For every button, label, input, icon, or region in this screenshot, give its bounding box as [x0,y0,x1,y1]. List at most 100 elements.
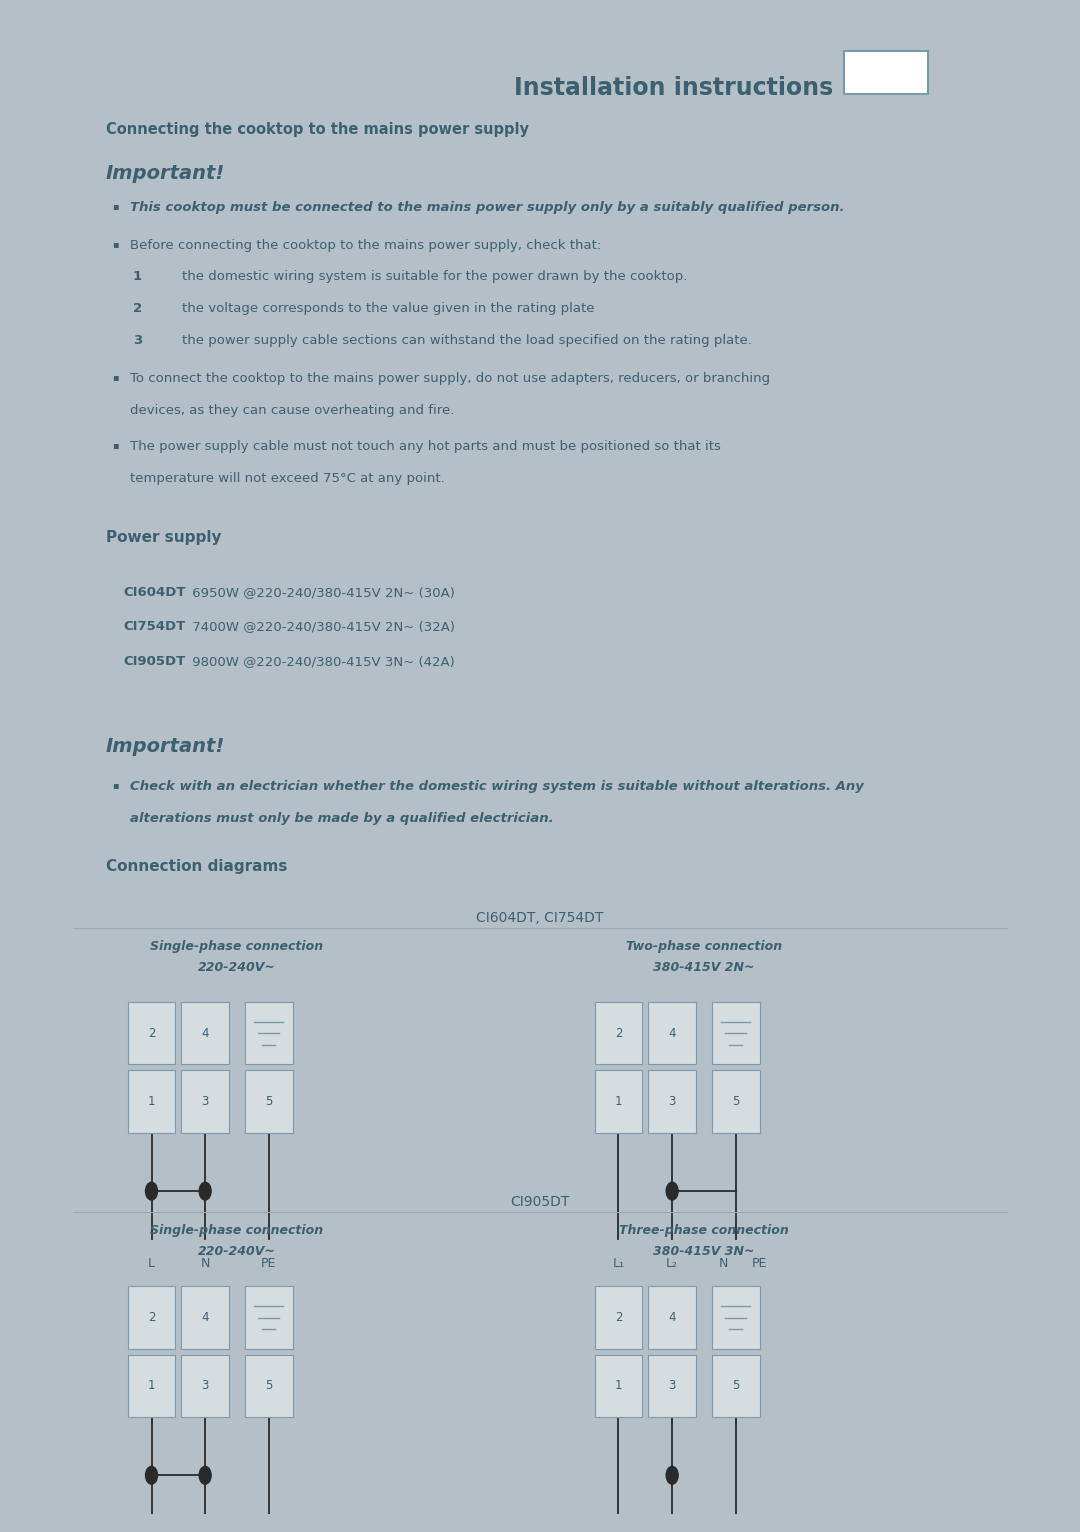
Text: 220-240V~: 220-240V~ [198,961,275,974]
Text: PE: PE [261,1256,276,1270]
Text: 4: 4 [201,1026,208,1040]
Text: 5: 5 [732,1379,740,1393]
Text: PE: PE [752,1256,767,1270]
Text: Power supply: Power supply [106,530,221,545]
Text: 1: 1 [133,271,141,283]
Text: Important!: Important! [106,164,225,182]
Bar [245,1002,293,1065]
Text: 5: 5 [732,1095,740,1108]
Text: 3: 3 [202,1379,208,1393]
Text: ▪: ▪ [111,780,119,791]
Bar [648,1002,696,1065]
Text: CI754DT: CI754DT [124,620,186,634]
Text: 4: 4 [669,1311,676,1324]
Bar [245,1354,293,1417]
Bar [245,1287,293,1348]
Bar [595,1002,643,1065]
Text: 380-415V 3N~: 380-415V 3N~ [653,1246,755,1258]
Text: 2: 2 [615,1311,622,1324]
Circle shape [199,1466,211,1485]
Text: 380-415V 2N~: 380-415V 2N~ [653,961,755,974]
Text: 9800W @220-240/380-415V 3N~ (42A): 9800W @220-240/380-415V 3N~ (42A) [188,656,455,668]
Circle shape [666,1183,678,1200]
Bar [648,1071,696,1132]
Text: Connection diagrams: Connection diagrams [106,859,287,873]
Text: L: L [148,1256,156,1270]
Circle shape [146,1183,158,1200]
Bar [648,1354,696,1417]
Bar [595,1071,643,1132]
Bar [181,1071,229,1132]
Text: 1: 1 [148,1379,156,1393]
Text: 4: 4 [669,1026,676,1040]
Bar [648,1287,696,1348]
Text: The power supply cable must not touch any hot parts and must be positioned so th: The power supply cable must not touch an… [130,440,720,453]
Text: ▪: ▪ [111,239,119,248]
Text: alterations must only be made by a qualified electrician.: alterations must only be made by a quali… [130,812,553,826]
Text: Single-phase connection: Single-phase connection [150,941,324,953]
Text: the domestic wiring system is suitable for the power drawn by the cooktop.: the domestic wiring system is suitable f… [183,271,688,283]
Text: the voltage corresponds to the value given in the rating plate: the voltage corresponds to the value giv… [183,302,595,316]
Text: Single-phase connection: Single-phase connection [150,1224,324,1238]
Text: CI604DT: CI604DT [124,585,186,599]
Circle shape [146,1466,158,1485]
Text: 9: 9 [880,63,891,81]
Text: Two-phase connection: Two-phase connection [626,941,782,953]
Bar [712,1071,759,1132]
Text: L₁: L₁ [612,1256,624,1270]
Text: 2: 2 [133,302,141,316]
Text: 4: 4 [201,1311,208,1324]
Text: Connecting the cooktop to the mains power supply: Connecting the cooktop to the mains powe… [106,123,529,138]
Text: To connect the cooktop to the mains power supply, do not use adapters, reducers,: To connect the cooktop to the mains powe… [130,372,770,385]
Bar [595,1287,643,1348]
Text: Installation instructions: Installation instructions [514,77,833,100]
Circle shape [199,1183,211,1200]
Text: 3: 3 [133,334,141,348]
Bar [127,1287,175,1348]
Bar [181,1354,229,1417]
Text: ▪: ▪ [111,440,119,450]
Text: Check with an electrician whether the domestic wiring system is suitable without: Check with an electrician whether the do… [130,780,864,794]
Text: 1: 1 [615,1379,622,1393]
Text: 3: 3 [202,1095,208,1108]
Text: N: N [719,1256,729,1270]
Text: L₂: L₂ [666,1256,678,1270]
Text: CI905DT: CI905DT [124,656,186,668]
Text: Three-phase connection: Three-phase connection [619,1224,788,1238]
Bar [127,1002,175,1065]
Bar [127,1354,175,1417]
Bar [845,52,928,93]
Text: devices, as they can cause overheating and fire.: devices, as they can cause overheating a… [130,403,454,417]
Bar [712,1354,759,1417]
Text: Important!: Important! [106,737,225,755]
Text: This cooktop must be connected to the mains power supply only by a suitably qual: This cooktop must be connected to the ma… [130,201,845,214]
Text: 3: 3 [669,1095,676,1108]
Text: CI604DT, CI754DT: CI604DT, CI754DT [476,910,604,924]
Text: 2: 2 [148,1026,156,1040]
Text: N: N [201,1256,210,1270]
Text: 220-240V~: 220-240V~ [198,1246,275,1258]
Bar [127,1071,175,1132]
Bar [712,1287,759,1348]
Text: temperature will not exceed 75°C at any point.: temperature will not exceed 75°C at any … [130,472,444,484]
Text: 1: 1 [615,1095,622,1108]
Text: 5: 5 [265,1379,272,1393]
Bar [181,1287,229,1348]
Text: 3: 3 [669,1379,676,1393]
Text: 1: 1 [148,1095,156,1108]
Text: 2: 2 [148,1311,156,1324]
Text: 7400W @220-240/380-415V 2N~ (32A): 7400W @220-240/380-415V 2N~ (32A) [188,620,456,634]
Bar [245,1071,293,1132]
Text: the power supply cable sections can withstand the load specified on the rating p: the power supply cable sections can with… [183,334,752,348]
Bar [712,1002,759,1065]
Text: ▪: ▪ [111,372,119,381]
Text: 6950W @220-240/380-415V 2N~ (30A): 6950W @220-240/380-415V 2N~ (30A) [188,585,455,599]
Bar [181,1002,229,1065]
Text: 2: 2 [615,1026,622,1040]
Text: 5: 5 [265,1095,272,1108]
Text: ▪: ▪ [111,201,119,211]
Text: CI905DT: CI905DT [511,1195,569,1209]
Bar [595,1354,643,1417]
Circle shape [666,1466,678,1485]
Text: Before connecting the cooktop to the mains power supply, check that:: Before connecting the cooktop to the mai… [130,239,600,251]
